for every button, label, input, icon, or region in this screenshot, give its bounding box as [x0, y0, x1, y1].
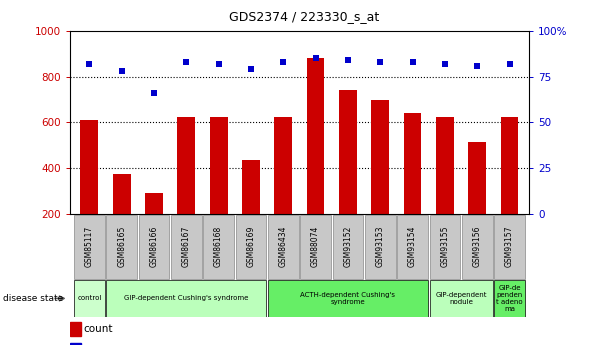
Bar — [112, 174, 131, 260]
FancyBboxPatch shape — [333, 215, 364, 279]
FancyBboxPatch shape — [74, 215, 105, 279]
Text: GDS2374 / 223330_s_at: GDS2374 / 223330_s_at — [229, 10, 379, 23]
FancyBboxPatch shape — [494, 280, 525, 317]
FancyBboxPatch shape — [300, 215, 331, 279]
Text: GSM86169: GSM86169 — [246, 226, 255, 267]
FancyBboxPatch shape — [397, 215, 428, 279]
Text: GSM93154: GSM93154 — [408, 226, 417, 267]
Text: GSM86434: GSM86434 — [279, 226, 288, 267]
FancyBboxPatch shape — [235, 215, 266, 279]
FancyBboxPatch shape — [365, 215, 396, 279]
Bar — [210, 117, 227, 260]
Bar — [274, 117, 292, 260]
Text: GSM93152: GSM93152 — [344, 226, 353, 267]
Bar — [70, 343, 81, 345]
Text: GSM93155: GSM93155 — [440, 226, 449, 267]
FancyBboxPatch shape — [106, 280, 266, 317]
FancyBboxPatch shape — [268, 280, 428, 317]
FancyBboxPatch shape — [462, 215, 492, 279]
FancyBboxPatch shape — [139, 215, 169, 279]
Bar — [436, 117, 454, 260]
Point — [246, 67, 256, 72]
Point — [375, 59, 385, 65]
Bar — [404, 113, 421, 260]
FancyBboxPatch shape — [430, 215, 460, 279]
Bar — [500, 117, 519, 260]
Point — [85, 61, 94, 67]
Bar — [145, 193, 163, 260]
Text: GIP-dependent
nodule: GIP-dependent nodule — [435, 292, 487, 305]
Bar — [178, 117, 195, 260]
Bar — [70, 322, 81, 336]
Text: count: count — [84, 324, 113, 334]
Bar — [80, 120, 98, 260]
Text: GSM85117: GSM85117 — [85, 226, 94, 267]
FancyBboxPatch shape — [494, 215, 525, 279]
Point — [278, 59, 288, 65]
Text: GSM93157: GSM93157 — [505, 226, 514, 267]
Text: ACTH-dependent Cushing's
syndrome: ACTH-dependent Cushing's syndrome — [300, 292, 395, 305]
FancyBboxPatch shape — [430, 280, 492, 317]
Point — [472, 63, 482, 69]
Text: GIP-de
penden
t adeno
ma: GIP-de penden t adeno ma — [496, 285, 523, 312]
Text: GSM86168: GSM86168 — [214, 226, 223, 267]
Bar — [242, 160, 260, 260]
Text: GIP-dependent Cushing's syndrome: GIP-dependent Cushing's syndrome — [124, 295, 249, 302]
Point — [408, 59, 418, 65]
FancyBboxPatch shape — [171, 215, 202, 279]
Bar — [371, 100, 389, 260]
FancyBboxPatch shape — [74, 280, 105, 317]
Text: GSM93153: GSM93153 — [376, 226, 385, 267]
Text: GSM86166: GSM86166 — [150, 226, 159, 267]
Text: control: control — [77, 295, 102, 302]
Point — [440, 61, 450, 67]
Bar — [339, 90, 357, 260]
Point — [214, 61, 224, 67]
Text: GSM86167: GSM86167 — [182, 226, 191, 267]
Point — [343, 58, 353, 63]
Point — [311, 56, 320, 61]
Point — [181, 59, 191, 65]
Text: GSM88074: GSM88074 — [311, 226, 320, 267]
Text: disease state: disease state — [3, 294, 63, 303]
FancyBboxPatch shape — [203, 215, 234, 279]
FancyBboxPatch shape — [268, 215, 299, 279]
Point — [505, 61, 514, 67]
Point — [117, 69, 126, 74]
Bar — [468, 142, 486, 260]
Point — [149, 90, 159, 96]
Bar — [306, 59, 325, 260]
FancyBboxPatch shape — [106, 215, 137, 279]
Text: GSM93156: GSM93156 — [473, 226, 482, 267]
Text: GSM86165: GSM86165 — [117, 226, 126, 267]
